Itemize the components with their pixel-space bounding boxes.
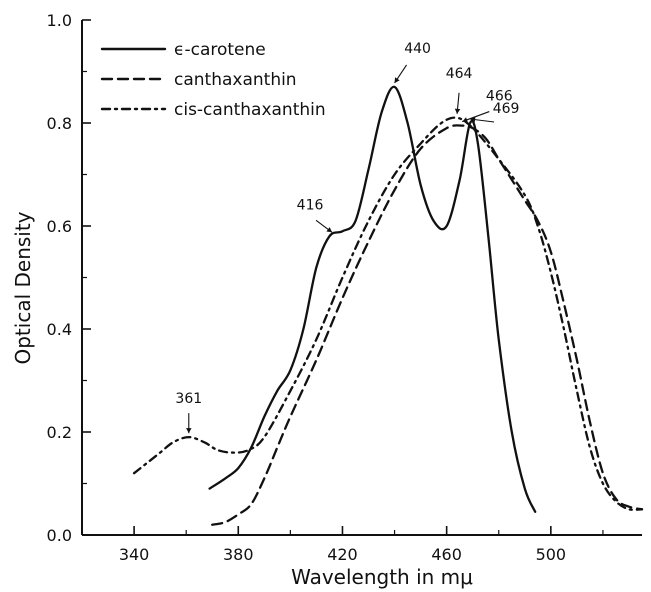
x-tick-label: 340: [119, 545, 150, 564]
y-tick-label: 0.4: [47, 320, 72, 339]
ticks: 340 380 420 460 500 0.0 0.2 0.4 0.6 0.8 1.0: [47, 11, 604, 564]
annotation-label: 464: [446, 66, 473, 82]
y-tick-label: 0.2: [47, 423, 72, 442]
legend-label: ϵ-carotene: [174, 40, 266, 60]
annotation-label: 440: [404, 41, 431, 57]
annotation-arrowhead: [454, 108, 461, 114]
annotation-label: 466: [486, 89, 513, 105]
annotation-arrowhead: [470, 116, 476, 123]
y-tick-label: 1.0: [47, 11, 72, 30]
legend-label: canthaxanthin: [174, 70, 297, 90]
series-layer: [132, 85, 644, 526]
y-tick-label: 0.0: [47, 526, 72, 545]
x-tick-label: 460: [431, 545, 462, 564]
annotation-arrowhead: [394, 77, 400, 83]
series-line-dashdot: [132, 116, 644, 511]
x-tick-label: 380: [223, 545, 254, 564]
annotation-arrowhead: [462, 117, 468, 123]
series-line-dashed: [211, 124, 644, 526]
y-axis-title: Optical Density: [11, 211, 35, 364]
annotation-label: 469: [493, 101, 520, 117]
legend: ϵ-carotene canthaxanthin cis-canthaxanthin: [100, 40, 326, 120]
x-axis-title: Wavelength in mμ: [291, 565, 473, 589]
x-tick-label: 420: [327, 545, 358, 564]
annotation-arrowhead: [186, 428, 192, 434]
y-tick-label: 0.6: [47, 217, 72, 236]
annotation-label: 361: [175, 391, 202, 407]
annotation-arrowhead: [326, 227, 333, 233]
series-line-solid: [208, 85, 537, 513]
y-tick-label: 0.8: [47, 114, 72, 133]
x-tick-label: 500: [536, 545, 567, 564]
legend-label: cis-canthaxanthin: [174, 100, 326, 120]
annotation-label: 416: [297, 197, 324, 213]
